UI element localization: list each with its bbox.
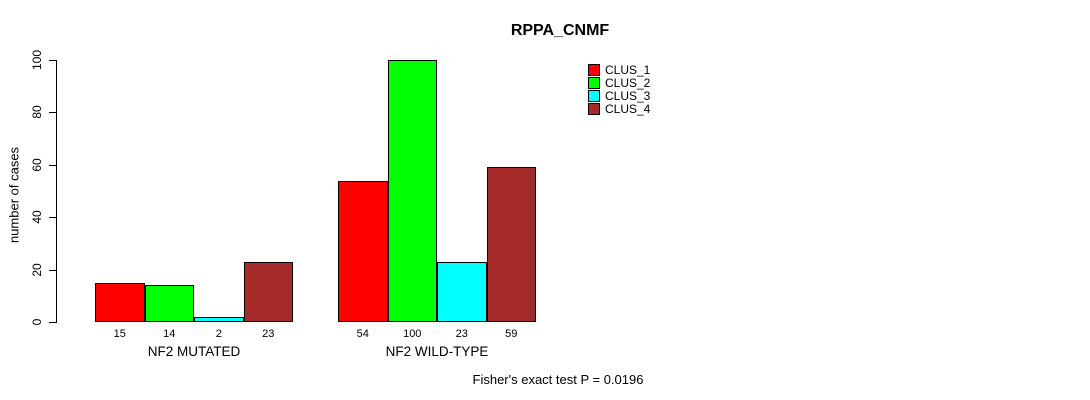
bar-value-label: 15 [113, 328, 126, 340]
legend-swatch-icon [588, 76, 600, 89]
group-label-1: NF2 MUTATED [147, 344, 241, 359]
legend-label: CLUS_1 [605, 62, 651, 77]
bar-clus_4-1 [243, 261, 293, 322]
legend-row-clus_2: CLUS_2 [588, 75, 651, 90]
bar-clus_3-2 [437, 261, 487, 322]
legend-row-clus_3: CLUS_3 [588, 88, 651, 103]
bar-value-label: 59 [505, 328, 518, 340]
legend-swatch-icon [588, 63, 600, 76]
y-tick-label: 60 [30, 158, 44, 172]
bar-clus_1-2 [338, 180, 388, 322]
bar-clus_4-2 [486, 167, 536, 322]
legend-label: CLUS_2 [605, 75, 651, 90]
y-tick-label: 80 [30, 105, 44, 120]
y-tick-mark [49, 322, 56, 323]
group-label-2: NF2 WILD-TYPE [385, 344, 489, 359]
y-axis-title: number of cases [6, 146, 22, 244]
y-tick-mark [49, 60, 56, 61]
bar-clus_1-1 [95, 282, 145, 322]
annotation-fisher-test: Fisher's exact test P = 0.0196 [472, 372, 644, 387]
bar-value-label: 100 [403, 328, 422, 340]
y-tick-label: 40 [30, 210, 44, 224]
bar-clus_2-1 [144, 285, 194, 322]
y-tick-mark [49, 217, 56, 219]
legend-row-clus_1: CLUS_1 [588, 62, 651, 77]
bar-clus_2-2 [387, 60, 437, 322]
bar-clus_3-1 [194, 316, 244, 322]
bar-value-label: 23 [262, 328, 275, 340]
y-axis-line [56, 60, 57, 323]
legend-swatch-icon [588, 103, 600, 116]
y-tick-mark [49, 112, 56, 114]
chart-title: RPPA_CNMF [510, 22, 610, 39]
bar-value-label: 2 [215, 328, 222, 340]
y-tick-label: 20 [30, 262, 44, 277]
y-tick-label: 0 [30, 318, 44, 326]
legend: CLUS_1 CLUS_2 CLUS_3 CLUS_4 [588, 63, 650, 116]
legend-label: CLUS_4 [605, 102, 651, 117]
bar-value-label: 54 [356, 328, 369, 340]
legend-swatch-icon [588, 89, 600, 102]
legend-label: CLUS_3 [605, 88, 651, 103]
y-tick-label: 100 [30, 49, 44, 71]
y-tick-mark [49, 164, 56, 166]
y-tick-mark [49, 269, 56, 271]
bar-value-label: 23 [455, 328, 468, 340]
bar-value-label: 14 [163, 328, 176, 340]
legend-row-clus_4: CLUS_4 [588, 102, 651, 117]
